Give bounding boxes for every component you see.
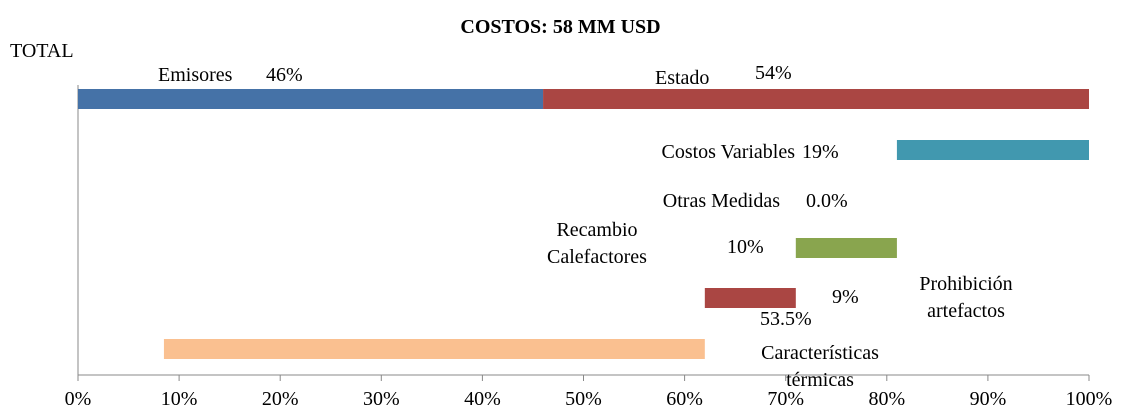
category-label: Características térmicas bbox=[761, 342, 879, 391]
value-label: 9% bbox=[832, 286, 859, 308]
bar bbox=[704, 288, 796, 308]
total-label: TOTAL bbox=[10, 40, 74, 62]
x-tick-label: 90% bbox=[970, 388, 1007, 410]
x-tick-label: 10% bbox=[161, 388, 198, 410]
bar bbox=[896, 140, 1089, 160]
x-tick-label: 80% bbox=[868, 388, 905, 410]
value-label: 0.0% bbox=[806, 190, 848, 212]
value-label: 46% bbox=[266, 64, 303, 86]
bar bbox=[163, 339, 705, 359]
x-tick-label: 20% bbox=[262, 388, 299, 410]
category-label: Prohibición artefactos bbox=[919, 273, 1013, 322]
value-label: 54% bbox=[755, 62, 792, 84]
value-label: 10% bbox=[727, 236, 764, 258]
x-tick-label: 60% bbox=[666, 388, 703, 410]
legend-label: Emisores bbox=[158, 64, 233, 86]
chart-title: COSTOS: 58 MM USD bbox=[460, 16, 661, 38]
value-label: 53.5% bbox=[760, 308, 812, 330]
x-tick-label: 100% bbox=[1066, 388, 1113, 410]
category-label: Recambio Calefactores bbox=[547, 219, 647, 268]
bar bbox=[795, 238, 897, 258]
legend-label: Estado bbox=[655, 67, 710, 89]
category-label: Otras Medidas bbox=[662, 190, 780, 212]
x-tick-label: 50% bbox=[565, 388, 602, 410]
x-tick-label: 0% bbox=[65, 388, 92, 410]
bar bbox=[78, 89, 544, 109]
bar bbox=[543, 89, 1089, 109]
x-tick-label: 40% bbox=[464, 388, 501, 410]
value-label: 19% bbox=[802, 141, 839, 163]
category-label: Costos Variables bbox=[661, 141, 795, 163]
x-tick-label: 30% bbox=[363, 388, 400, 410]
x-tick-label: 70% bbox=[767, 388, 804, 410]
